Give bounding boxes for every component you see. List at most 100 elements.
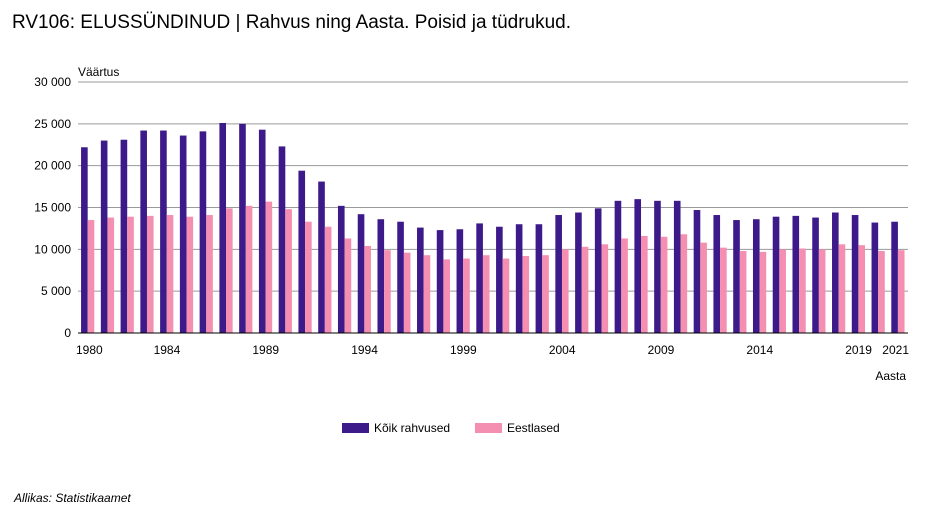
bar-all-nationalities-1996 bbox=[397, 221, 404, 333]
bar-estonians-1995 bbox=[384, 250, 391, 333]
bar-estonians-1987 bbox=[226, 208, 233, 333]
gridlines bbox=[78, 81, 908, 292]
bar-all-nationalities-2021 bbox=[891, 221, 898, 333]
bar-all-nationalities-2009 bbox=[654, 200, 661, 333]
y-tick-label: 20 000 bbox=[34, 159, 71, 173]
bar-all-nationalities-2000 bbox=[476, 223, 483, 333]
bar-estonians-1994 bbox=[364, 245, 371, 333]
bar-estonians-1999 bbox=[463, 258, 470, 333]
bar-all-nationalities-1988 bbox=[239, 123, 246, 333]
bar-all-nationalities-1999 bbox=[456, 229, 464, 333]
bar-estonians-1996 bbox=[403, 252, 411, 333]
bar-estonians-1998 bbox=[443, 259, 451, 333]
bar-all-nationalities-2018 bbox=[832, 212, 839, 333]
y-tick-label: 15 000 bbox=[34, 201, 71, 215]
bar-estonians-2013 bbox=[739, 251, 747, 333]
bar-estonians-2020 bbox=[878, 251, 885, 333]
bar-all-nationalities-2012 bbox=[713, 215, 721, 333]
bar-estonians-2007 bbox=[621, 238, 628, 333]
bar-all-nationalities-2008 bbox=[634, 199, 642, 333]
source-note: Allikas: Statistikaamet bbox=[14, 491, 131, 505]
bar-estonians-1982 bbox=[127, 216, 134, 333]
bar-estonians-2001 bbox=[502, 258, 510, 333]
bar-all-nationalities-2007 bbox=[614, 200, 622, 333]
bar-all-nationalities-1980 bbox=[81, 147, 88, 333]
bar-estonians-2009 bbox=[660, 236, 668, 333]
bar-estonians-1981 bbox=[107, 217, 115, 333]
y-tick-label: 0 bbox=[64, 326, 71, 340]
bar-estonians-1986 bbox=[206, 215, 213, 333]
bar-all-nationalities-2005 bbox=[575, 212, 582, 333]
bar-all-nationalities-1997 bbox=[417, 227, 424, 333]
bar-all-nationalities-2019 bbox=[851, 215, 859, 333]
bar-estonians-2008 bbox=[641, 235, 648, 333]
x-tick-label: 1984 bbox=[154, 343, 181, 357]
bar-all-nationalities-1981 bbox=[100, 140, 108, 333]
bar-all-nationalities-2016 bbox=[792, 215, 800, 333]
bar-estonians-2016 bbox=[799, 248, 806, 333]
bar-estonians-2015 bbox=[779, 249, 786, 333]
legend-label-series-2: Eestlased bbox=[507, 421, 560, 435]
bar-estonians-1988 bbox=[245, 205, 253, 333]
bar-estonians-1984 bbox=[166, 215, 174, 333]
bar-all-nationalities-2006 bbox=[594, 208, 602, 333]
bar-estonians-2004 bbox=[561, 249, 569, 333]
bar-all-nationalities-1986 bbox=[199, 131, 207, 333]
bar-estonians-2002 bbox=[522, 256, 530, 333]
bar-estonians-1983 bbox=[146, 215, 154, 333]
bar-estonians-1990 bbox=[285, 209, 292, 333]
bar-all-nationalities-1998 bbox=[436, 230, 444, 333]
y-tick-label: 25 000 bbox=[34, 117, 71, 131]
bars bbox=[81, 123, 905, 333]
bar-all-nationalities-1983 bbox=[140, 130, 147, 333]
bar-all-nationalities-2020 bbox=[871, 222, 879, 333]
bar-estonians-2000 bbox=[482, 255, 490, 333]
x-tick-label: 2021 bbox=[882, 343, 909, 357]
bar-all-nationalities-2002 bbox=[515, 224, 523, 333]
bar-all-nationalities-2017 bbox=[812, 217, 819, 333]
bar-estonians-1991 bbox=[305, 221, 312, 333]
legend: Kõik rahvused Eestlased bbox=[342, 421, 560, 435]
bar-all-nationalities-2003 bbox=[535, 224, 543, 333]
x-tick-label: 2009 bbox=[648, 343, 675, 357]
legend-swatch-series-2 bbox=[475, 423, 502, 433]
bar-estonians-2018 bbox=[838, 244, 846, 333]
bar-all-nationalities-1984 bbox=[160, 130, 167, 333]
legend-swatch-series-1 bbox=[342, 423, 369, 433]
y-axis-ticks: 0 5 000 10 000 15 000 20 000 25 000 30 000 bbox=[34, 75, 71, 340]
bar-all-nationalities-1985 bbox=[179, 135, 187, 333]
bar-all-nationalities-1991 bbox=[298, 170, 306, 333]
bar-all-nationalities-2004 bbox=[555, 215, 562, 333]
bar-estonians-1989 bbox=[265, 201, 273, 333]
bar-all-nationalities-2011 bbox=[693, 210, 701, 333]
bar-all-nationalities-1987 bbox=[219, 123, 227, 333]
bar-estonians-2019 bbox=[858, 245, 866, 333]
x-tick-label: 2014 bbox=[746, 343, 773, 357]
x-tick-label: 1980 bbox=[76, 343, 103, 357]
bar-all-nationalities-2010 bbox=[673, 200, 681, 333]
bar-all-nationalities-2014 bbox=[752, 219, 760, 333]
y-axis-title: Väärtus bbox=[78, 65, 119, 79]
x-tick-label: 1994 bbox=[351, 343, 378, 357]
bar-all-nationalities-1993 bbox=[337, 205, 345, 333]
x-axis-ticks: 1980 1984 1989 1994 1999 2004 2009 2014 2019 2021 bbox=[76, 343, 909, 357]
bar-all-nationalities-1995 bbox=[377, 219, 385, 333]
y-tick-label: 5 000 bbox=[41, 284, 71, 298]
bar-estonians-2006 bbox=[601, 244, 609, 333]
bar-estonians-1992 bbox=[324, 226, 332, 333]
bar-all-nationalities-1992 bbox=[318, 181, 325, 333]
y-tick-label: 10 000 bbox=[34, 242, 71, 256]
y-tick-label: 30 000 bbox=[34, 75, 71, 89]
bar-all-nationalities-2013 bbox=[733, 220, 740, 333]
chart-title: RV106: ELUSSÜNDINUD | Rahvus ning Aasta.… bbox=[12, 12, 572, 33]
bar-all-nationalities-1982 bbox=[120, 139, 128, 333]
bar-estonians-1997 bbox=[423, 255, 431, 333]
x-tick-label: 2004 bbox=[549, 343, 576, 357]
bar-estonians-2011 bbox=[700, 242, 707, 333]
bar-estonians-1993 bbox=[344, 238, 352, 333]
bar-estonians-2005 bbox=[581, 246, 589, 333]
x-axis-title: Aasta bbox=[875, 369, 906, 383]
legend-label-series-1: Kõik rahvused bbox=[374, 421, 450, 435]
bar-estonians-2014 bbox=[759, 251, 767, 333]
